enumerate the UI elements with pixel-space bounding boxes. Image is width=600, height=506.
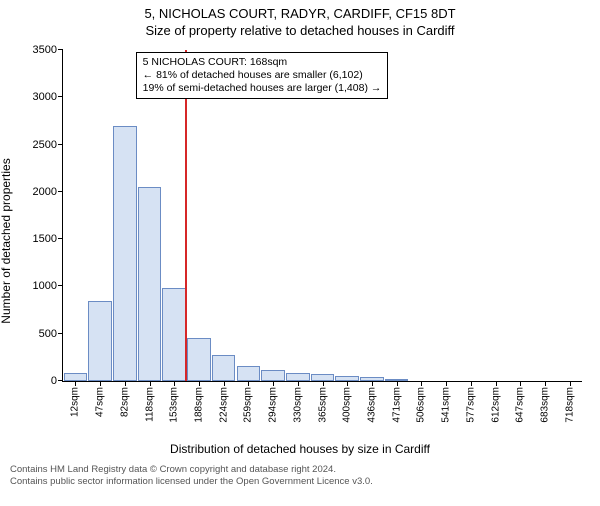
annotation-line: 19% of semi-detached houses are larger (… [143, 82, 382, 95]
reference-line [185, 50, 187, 381]
xtick-mark [471, 381, 472, 386]
xtick-label: 612sqm [490, 387, 501, 423]
xtick-mark [298, 381, 299, 386]
xtick-label: 153sqm [169, 387, 180, 423]
xtick-mark [446, 381, 447, 386]
bar [335, 376, 358, 381]
xtick-mark [150, 381, 151, 386]
ytick-label: 3000 [33, 91, 57, 103]
xtick-mark [496, 381, 497, 386]
bar [64, 373, 87, 381]
xtick-label: 436sqm [366, 387, 377, 423]
bar [286, 373, 309, 382]
histogram-chart: Number of detached properties 0500100015… [0, 42, 600, 440]
y-axis-label: Number of detached properties [0, 158, 13, 323]
ytick-label: 500 [39, 328, 57, 340]
xtick-label: 647sqm [515, 387, 526, 423]
xtick-mark [545, 381, 546, 386]
xtick-label: 683sqm [539, 387, 550, 423]
xtick-mark [520, 381, 521, 386]
xtick-label: 365sqm [317, 387, 328, 423]
xtick-mark [323, 381, 324, 386]
bars-container [63, 50, 582, 381]
bar [88, 301, 111, 381]
xtick-label: 541sqm [441, 387, 452, 423]
ytick-label: 3500 [33, 44, 57, 56]
bar [261, 370, 284, 381]
bar [162, 288, 185, 381]
xtick-label: 330sqm [292, 387, 303, 423]
xtick-mark [397, 381, 398, 386]
xtick-label: 47sqm [95, 387, 106, 417]
bar [138, 187, 161, 381]
footer-line-1: Contains HM Land Registry data © Crown c… [10, 464, 590, 476]
bar [113, 126, 136, 381]
xtick-mark [372, 381, 373, 386]
bar [311, 374, 334, 381]
ytick-label: 2000 [33, 186, 57, 198]
xtick-mark [273, 381, 274, 386]
xtick-label: 506sqm [416, 387, 427, 423]
bar [187, 338, 210, 381]
bar [212, 355, 235, 381]
xtick-mark [125, 381, 126, 386]
x-axis-label: Distribution of detached houses by size … [0, 442, 600, 456]
xtick-label: 12sqm [70, 387, 81, 417]
xtick-mark [224, 381, 225, 386]
xtick-mark [100, 381, 101, 386]
xtick-mark [570, 381, 571, 386]
plot-area: 050010001500200025003000350012sqm47sqm82… [62, 50, 582, 382]
ytick-label: 2500 [33, 139, 57, 151]
title-sub: Size of property relative to detached ho… [0, 23, 600, 38]
xtick-mark [174, 381, 175, 386]
bar [385, 379, 408, 381]
ytick-label: 1000 [33, 280, 57, 292]
xtick-label: 718sqm [564, 387, 575, 423]
annotation-line: ← 81% of detached houses are smaller (6,… [143, 69, 382, 82]
annotation-box: 5 NICHOLAS COURT: 168sqm← 81% of detache… [136, 52, 389, 99]
annotation-line: 5 NICHOLAS COURT: 168sqm [143, 56, 382, 69]
ytick-label: 1500 [33, 233, 57, 245]
bar [360, 377, 383, 381]
xtick-label: 118sqm [144, 387, 155, 422]
xtick-mark [199, 381, 200, 386]
xtick-label: 577sqm [465, 387, 476, 423]
bar [237, 366, 260, 381]
xtick-label: 188sqm [193, 387, 204, 423]
xtick-label: 224sqm [218, 387, 229, 423]
ytick-label: 0 [51, 375, 57, 387]
xtick-mark [75, 381, 76, 386]
xtick-mark [421, 381, 422, 386]
title-main: 5, NICHOLAS COURT, RADYR, CARDIFF, CF15 … [0, 6, 600, 21]
xtick-label: 400sqm [342, 387, 353, 423]
footer-attribution: Contains HM Land Registry data © Crown c… [0, 456, 600, 489]
xtick-label: 259sqm [243, 387, 254, 423]
xtick-mark [347, 381, 348, 386]
xtick-mark [248, 381, 249, 386]
xtick-label: 294sqm [268, 387, 279, 423]
xtick-label: 82sqm [119, 387, 130, 417]
footer-line-2: Contains public sector information licen… [10, 476, 590, 488]
xtick-label: 471sqm [391, 387, 402, 423]
